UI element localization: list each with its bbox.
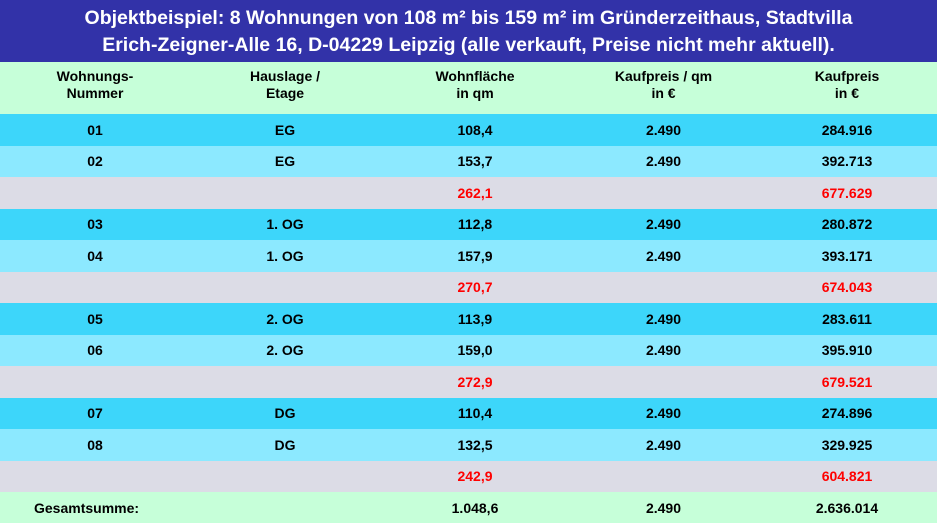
cell-preis-qm: 2.490 [645, 436, 682, 453]
cell-etage: 2. OG [266, 342, 304, 359]
subtotal-row: 262,1 677.629 [0, 177, 937, 209]
cell-nr: 05 [87, 310, 103, 327]
cell-nr: 03 [87, 216, 103, 233]
cell-nr [0, 177, 190, 209]
table-row: 05 2. OG 113,9 2.490 283.611 [0, 303, 937, 335]
total-row: Gesamtsumme: 1.048,6 2.490 2.636.014 [0, 492, 937, 523]
cell-nr: 04 [87, 247, 103, 264]
cell-flaeche: 112,8 [457, 216, 493, 233]
cell-preis: 677.629 [821, 184, 873, 201]
table-row: 07 DG 110,4 2.490 274.896 [0, 397, 937, 429]
cell-flaeche: 113,9 [457, 310, 493, 327]
subtotal-row: 272,9 679.521 [0, 366, 937, 398]
page-title: Objektbeispiel: 8 Wohnungen von 108 m² b… [0, 0, 937, 62]
cell-flaeche: 108,4 [457, 121, 493, 138]
cell-preis-qm: 2.490 [645, 216, 682, 233]
cell-etage: DG [274, 436, 296, 453]
cell-nr [0, 366, 190, 398]
cell-preis-qm [570, 177, 757, 209]
total-preis-qm: 2.490 [645, 499, 682, 516]
total-preis: 2.636.014 [815, 499, 879, 516]
cell-etage: 1. OG [266, 216, 304, 233]
cell-preis-qm: 2.490 [645, 121, 682, 138]
cell-nr: 01 [87, 121, 103, 138]
cell-flaeche: 272,9 [457, 373, 493, 390]
cell-preis: 284.916 [821, 121, 873, 138]
cell-etage [190, 366, 380, 398]
header-wohnflaeche: Wohnfläche in qm [435, 68, 515, 101]
table-body: 01 EG 108,4 2.490 284.916 02 EG 153,7 2.… [0, 114, 937, 523]
header-kaufpreis-qm: Kaufpreis / qm in € [614, 68, 713, 101]
table-row: 04 1. OG 157,9 2.490 393.171 [0, 240, 937, 272]
total-label: Gesamtsumme: [34, 499, 140, 516]
cell-preis: 393.171 [821, 247, 873, 264]
total-empty [190, 492, 380, 523]
cell-flaeche: 270,7 [457, 279, 493, 296]
cell-flaeche: 262,1 [457, 184, 493, 201]
title-line-2: Erich-Zeigner-Alle 16, D-04229 Leipzig (… [102, 34, 835, 56]
cell-nr: 07 [87, 405, 103, 422]
cell-preis: 679.521 [821, 373, 873, 390]
cell-preis: 280.872 [821, 216, 873, 233]
header-wohnungsnummer: Wohnungs- Nummer [56, 68, 134, 101]
subtotal-row: 242,9 604.821 [0, 460, 937, 493]
cell-flaeche: 153,7 [457, 153, 493, 170]
cell-flaeche: 157,9 [457, 247, 493, 264]
cell-preis-qm: 2.490 [645, 342, 682, 359]
cell-preis: 392.713 [821, 153, 873, 170]
cell-nr: 08 [87, 436, 103, 453]
cell-nr: 06 [87, 342, 103, 359]
cell-preis-qm: 2.490 [645, 153, 682, 170]
cell-nr: 02 [87, 153, 103, 170]
cell-etage [190, 272, 380, 304]
cell-nr [0, 272, 190, 304]
cell-preis-qm: 2.490 [645, 405, 682, 422]
cell-flaeche: 242,9 [457, 468, 493, 485]
cell-etage: 2. OG [266, 310, 304, 327]
cell-preis: 604.821 [821, 468, 873, 485]
cell-preis-qm [570, 272, 757, 304]
cell-etage: DG [274, 405, 296, 422]
total-flaeche: 1.048,6 [451, 499, 499, 516]
header-kaufpreis: Kaufpreis in € [814, 68, 880, 101]
cell-preis: 274.896 [821, 405, 873, 422]
cell-etage [190, 177, 380, 209]
title-line-1: Objektbeispiel: 8 Wohnungen von 108 m² b… [84, 7, 853, 29]
table-row: 02 EG 153,7 2.490 392.713 [0, 145, 937, 177]
cell-nr [0, 461, 190, 493]
cell-etage: EG [274, 153, 296, 170]
cell-etage: 1. OG [266, 247, 304, 264]
cell-etage: EG [274, 121, 296, 138]
table-row: 06 2. OG 159,0 2.490 395.910 [0, 334, 937, 366]
cell-flaeche: 110,4 [457, 405, 493, 422]
cell-preis: 674.043 [821, 279, 873, 296]
cell-preis-qm [570, 461, 757, 493]
subtotal-row: 270,7 674.043 [0, 271, 937, 304]
cell-preis-qm: 2.490 [645, 310, 682, 327]
table-row: 03 1. OG 112,8 2.490 280.872 [0, 208, 937, 240]
header-hauslage: Hauslage / Etage [249, 68, 321, 101]
cell-preis: 329.925 [821, 436, 873, 453]
cell-preis-qm [570, 366, 757, 398]
cell-preis: 283.611 [822, 310, 872, 327]
cell-flaeche: 132,5 [457, 436, 493, 453]
table-header: Wohnungs- Nummer Hauslage / Etage Wohnfläc… [0, 62, 937, 114]
table-row: 01 EG 108,4 2.490 284.916 [0, 114, 937, 146]
cell-flaeche: 159,0 [457, 342, 493, 359]
table-row: 08 DG 132,5 2.490 329.925 [0, 429, 937, 461]
cell-preis: 395.910 [821, 342, 873, 359]
cell-etage [190, 461, 380, 493]
cell-preis-qm: 2.490 [645, 247, 682, 264]
